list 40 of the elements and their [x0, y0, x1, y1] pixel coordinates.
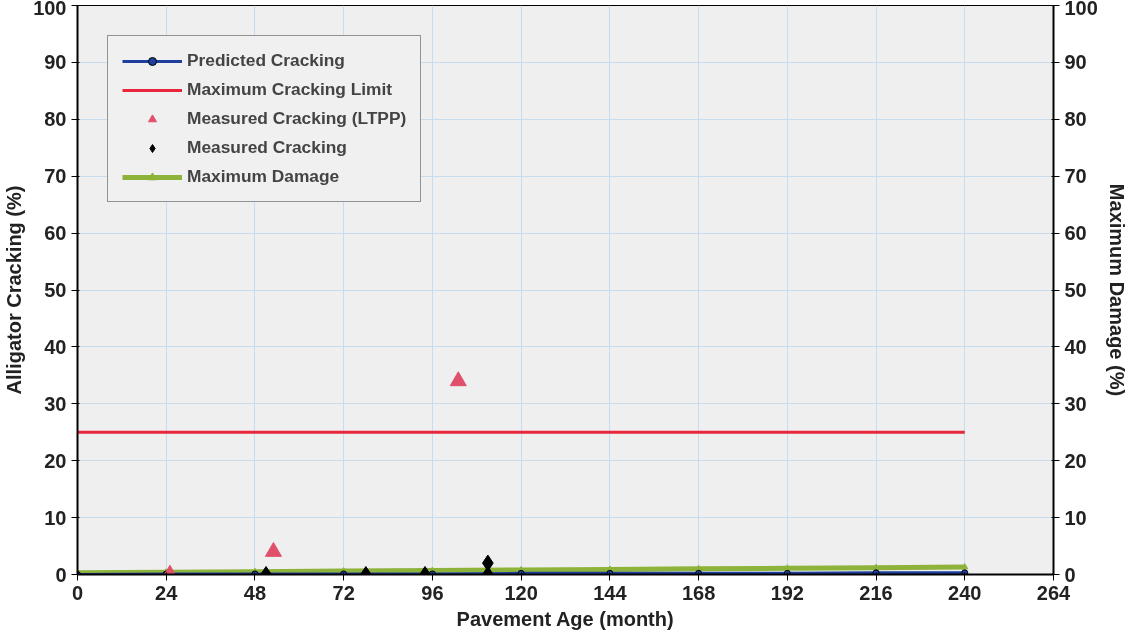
y-tick-label: 100 [33, 0, 67, 19]
y-tick-label: 10 [44, 506, 67, 529]
y-tick-label: 90 [44, 51, 67, 74]
x-tick-label: 144 [593, 581, 628, 604]
y2-tick-label: 30 [1064, 392, 1087, 415]
legend-label: Maximum Damage [187, 166, 340, 187]
x-tick-label: 240 [948, 581, 982, 604]
y-tick-label: 40 [44, 335, 67, 358]
y-tick-label: 70 [44, 165, 67, 188]
y2-tick-label: 10 [1064, 506, 1087, 529]
x-tick-label: 216 [859, 581, 893, 604]
y2-tick-label: 100 [1064, 0, 1098, 19]
x-tick-label: 168 [681, 581, 716, 604]
y-tick-label: 0 [55, 563, 67, 586]
y-tick-label: 60 [44, 222, 67, 245]
x-tick-label: 72 [332, 581, 355, 604]
y-tick-label: 30 [44, 392, 67, 415]
y2-tick-label: 80 [1064, 108, 1087, 131]
x-tick-label: 48 [243, 581, 267, 604]
y2-tick-label: 40 [1064, 335, 1087, 358]
x-tick-label: 0 [71, 581, 84, 604]
y-tick-label: 20 [44, 449, 67, 472]
y2-tick-label: 20 [1064, 449, 1087, 472]
legend-label: Maximum Cracking Limit [187, 79, 393, 100]
y2-tick-label: 90 [1064, 51, 1087, 74]
legend-label: Measured Cracking (LTPP) [187, 108, 407, 129]
y2-tick-label: 70 [1064, 165, 1087, 188]
y2-tick-label: 60 [1064, 222, 1087, 245]
y2-axis-title: Maximum Damage (%) [1105, 183, 1128, 397]
legend-label: Measured Cracking [187, 137, 347, 158]
y-tick-label: 80 [44, 108, 67, 131]
x-tick-label: 192 [770, 581, 805, 604]
y-tick-label: 50 [44, 279, 67, 301]
x-axis-title: Pavement Age (month) [456, 607, 674, 630]
y2-tick-label: 50 [1064, 279, 1087, 301]
x-tick-label: 24 [155, 581, 179, 604]
x-tick-label: 120 [504, 581, 538, 604]
x-tick-label: 96 [421, 581, 444, 604]
legend-label: Predicted Cracking [187, 50, 345, 71]
y-axis-title: Alligator Cracking (%) [3, 185, 26, 395]
